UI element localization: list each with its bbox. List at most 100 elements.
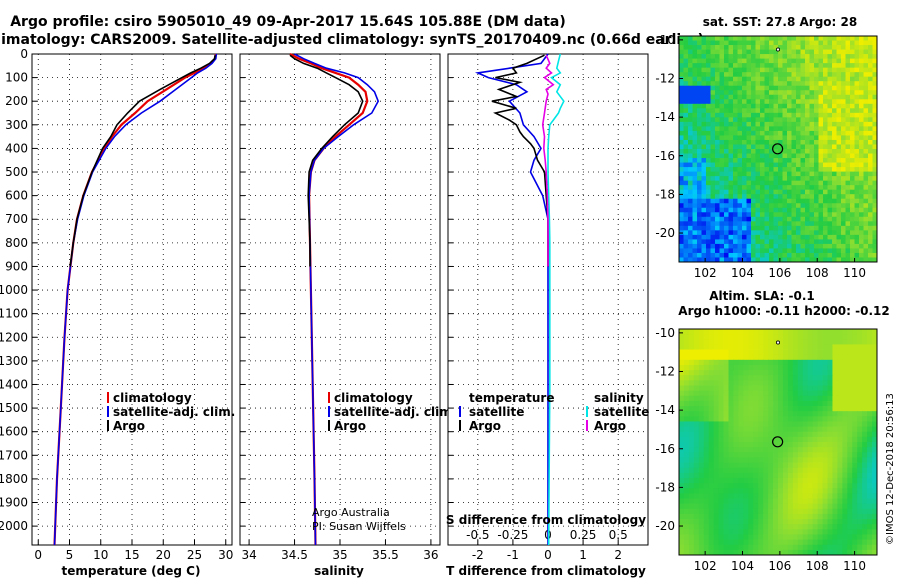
map-cell [868,126,873,132]
map-cell [797,503,804,510]
map-cell [706,54,711,59]
map-cell [773,153,779,159]
map-cell [868,185,873,191]
map-cell [805,194,810,200]
map-cell [868,54,873,59]
map-cell [701,248,707,254]
map-cell [719,36,725,41]
map-cell [862,344,868,350]
map-cell [710,45,716,50]
map-cell [703,380,710,386]
map-cell [733,239,738,245]
map-cell [748,400,754,407]
map-cell [692,90,698,96]
map-cell [863,221,869,227]
map-cell [796,212,801,218]
map-cell [748,488,754,494]
map-cell [706,189,711,195]
map-x-tick-label: 104 [731,559,754,573]
map-cell [823,167,828,172]
map-cell [827,488,833,494]
map-cell [718,344,724,350]
map-cell [827,167,833,172]
map-cell [698,380,705,386]
map-cell [845,90,851,96]
map-cell [787,221,792,227]
map-cell [703,447,710,453]
map-cell [693,483,700,489]
map-cell [738,467,744,474]
map-cell [713,359,719,366]
map-cell [802,508,809,515]
map-cell [857,431,863,438]
map-cell [742,252,747,258]
map-cell [708,400,715,407]
map-cell [812,375,818,381]
map-cell [737,81,743,87]
map-cell [872,216,878,222]
map-cell [773,462,779,469]
map-cell [719,108,725,114]
map-cell [710,72,716,78]
map-cell [805,45,810,50]
map-cell [753,426,759,433]
map-cell [724,54,729,59]
map-cell [746,144,752,150]
map-cell [683,539,690,546]
map-cell [773,534,779,540]
map-cell [823,207,828,213]
map-cell [868,121,873,127]
map-cell [710,117,716,123]
map-cell [708,447,715,453]
map-cell [802,339,809,345]
map-cell [852,488,858,494]
map-cell [697,216,702,222]
map-cell [872,90,878,96]
map-cell [773,339,779,345]
x-tick-label-sal: 0.5 [609,528,628,542]
map-cell [773,90,779,96]
map-cell [733,395,739,402]
map-cell [718,370,724,376]
map-cell [708,503,715,510]
map-cell [827,339,833,345]
map-cell [778,493,784,499]
map-cell [822,539,828,546]
map-cell [850,54,855,59]
map-cell [764,252,770,258]
map-cell [792,349,799,356]
map-cell [755,230,761,236]
map-cell [693,503,700,510]
map-cell [746,36,752,41]
map-cell [738,447,744,453]
map-cell [827,400,833,407]
map-cell [792,334,799,340]
map-cell [832,364,838,371]
map-cell [760,36,765,41]
y-tick-label: 1800 [0,472,28,486]
map-cell [748,436,754,443]
map-cell [742,257,747,263]
map-cell [683,81,689,87]
map-cell [743,334,749,340]
map-cell [773,194,779,200]
map-cell [867,472,873,479]
map-cell [769,243,774,249]
legend-swatch [328,406,330,417]
map-cell [773,447,779,453]
map-cell [823,225,828,231]
map-cell [782,395,789,402]
map-cell [763,395,769,402]
map-cell [692,54,698,59]
map-cell [758,447,764,453]
map-cell [715,158,720,163]
map-cell [698,431,705,438]
map-cell [710,85,716,91]
map-cell [832,112,837,118]
map-cell [800,153,806,159]
map-cell [728,513,734,520]
map-cell [778,117,783,123]
map-cell [802,390,809,397]
map-cell [692,103,698,109]
